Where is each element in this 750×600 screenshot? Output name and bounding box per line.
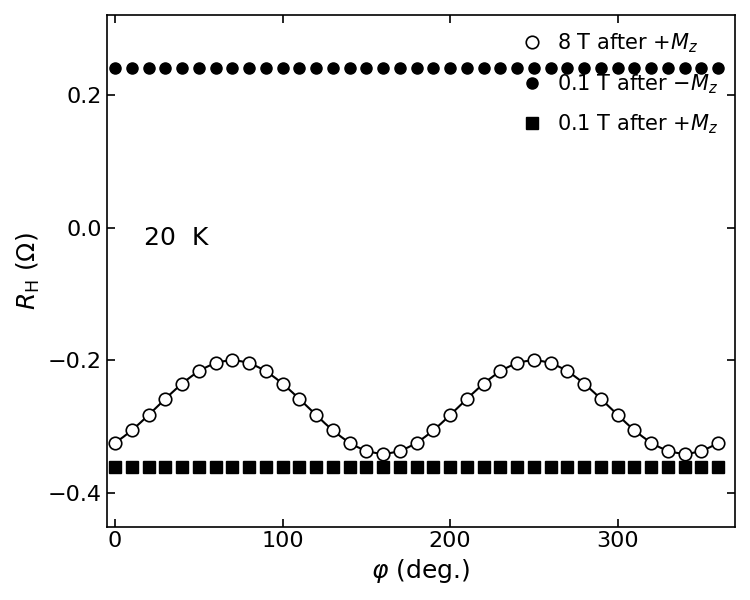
Legend: 8 T after $+M_z$, 0.1 T after $-M_z$, 0.1 T after $+M_z$: 8 T after $+M_z$, 0.1 T after $-M_z$, 0.…: [518, 25, 724, 142]
Text: 20  K: 20 K: [144, 226, 208, 250]
X-axis label: $\varphi$ (deg.): $\varphi$ (deg.): [371, 557, 470, 585]
Y-axis label: $R_\mathrm{H}$ ($\Omega$): $R_\mathrm{H}$ ($\Omega$): [15, 232, 42, 310]
